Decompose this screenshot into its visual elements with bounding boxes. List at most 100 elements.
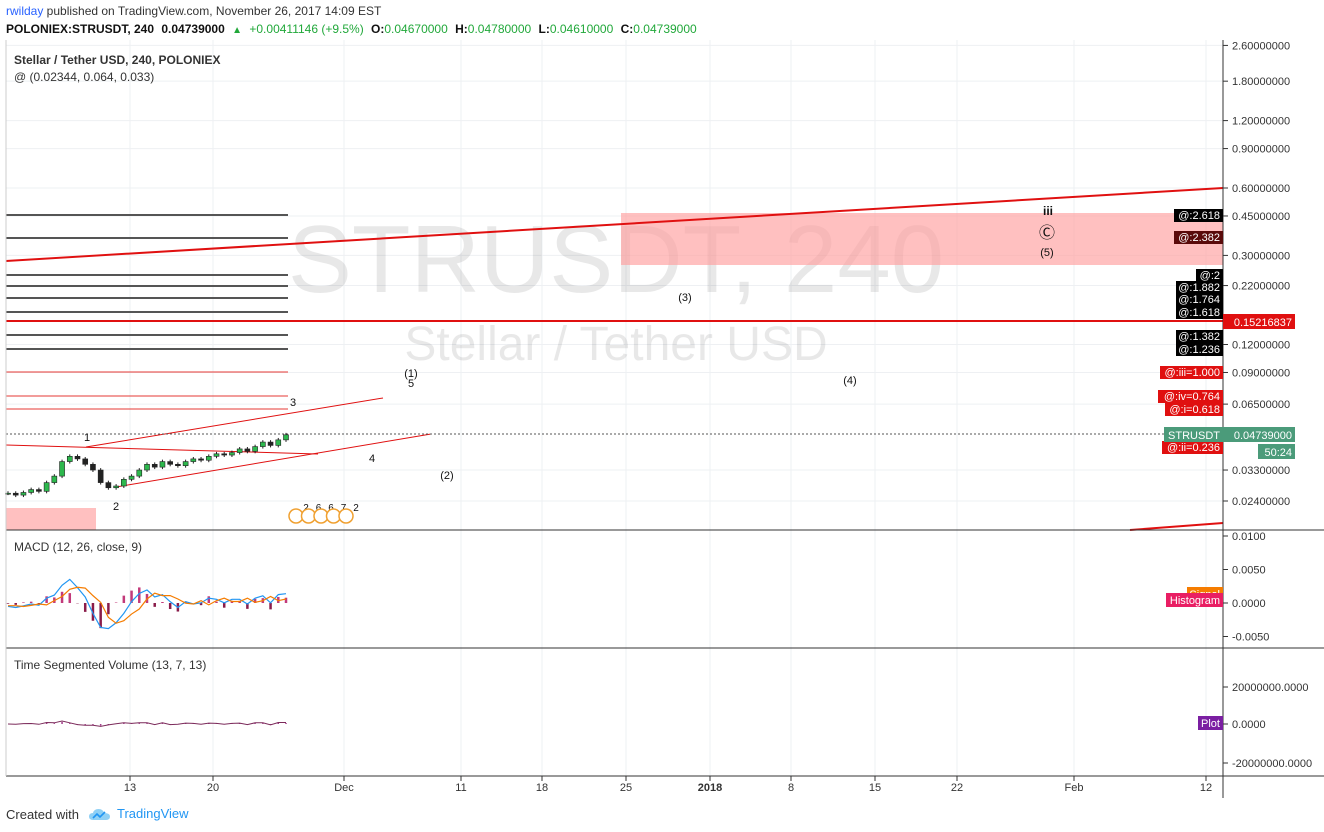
candle[interactable] xyxy=(128,475,135,480)
fib-label-text: @:2.382 xyxy=(1178,232,1220,244)
candle[interactable] xyxy=(36,489,42,492)
fib-label-text: @:ii=0.236 xyxy=(1167,442,1220,454)
fib-label xyxy=(1176,293,1223,306)
red-level-price-tag xyxy=(1223,314,1295,329)
candle[interactable] xyxy=(121,479,127,487)
brand-name: TradingView xyxy=(117,806,189,821)
time-axis[interactable]: 13 20 Dec 11 18 25 2018 8 15 22 Feb 12 xyxy=(124,776,1212,794)
chart-canvas[interactable]: STRUSDT, 240 Stellar / Tether USD 1 2 3 … xyxy=(0,40,1324,798)
fib-label-text: @:1.236 xyxy=(1178,344,1220,356)
price-tick-label: 0.03300000 xyxy=(1232,465,1290,477)
time-tick-label: 25 xyxy=(620,782,632,794)
event-marker[interactable] xyxy=(338,508,354,524)
candle[interactable] xyxy=(267,441,274,446)
wave-label-4: 4 xyxy=(369,453,375,465)
tradingview-brand[interactable]: TradingView xyxy=(88,806,189,821)
candle[interactable] xyxy=(182,461,189,467)
candle[interactable] xyxy=(221,453,228,456)
histogram-tag-text: Histogram xyxy=(1170,595,1220,607)
publish-text: published on TradingView.com, November 2… xyxy=(43,4,382,18)
candle[interactable] xyxy=(144,464,150,471)
tsv-series: 20000000.0000 0.0000 -20000000.0000 xyxy=(7,682,1312,770)
candle[interactable] xyxy=(229,452,235,456)
wave-label-1: 1 xyxy=(84,432,90,444)
countdown-tag xyxy=(1258,444,1295,459)
fib-label xyxy=(1162,441,1223,454)
macd-tick-label: 0.0050 xyxy=(1232,565,1266,577)
fib-label-text: @:i=0.618 xyxy=(1169,404,1220,416)
candle[interactable] xyxy=(190,458,197,462)
wave-label-major-4: (4) xyxy=(843,375,856,387)
time-tick-label: 22 xyxy=(951,782,963,794)
wave-label-major-3: (3) xyxy=(678,292,691,304)
candle[interactable] xyxy=(252,446,258,452)
candle[interactable] xyxy=(12,492,19,496)
candle[interactable] xyxy=(198,458,204,461)
candle[interactable] xyxy=(236,448,243,453)
candle[interactable] xyxy=(43,482,50,492)
candle[interactable] xyxy=(105,482,112,489)
fib-label xyxy=(1176,281,1223,294)
candle[interactable] xyxy=(20,492,27,496)
chart-subtitle: @ (0.02344, 0.064, 0.033) xyxy=(14,70,154,84)
fib-label-text: @:1.382 xyxy=(1178,331,1220,343)
low-label: L: xyxy=(538,22,550,36)
candle[interactable] xyxy=(28,489,34,493)
tsv-line xyxy=(7,720,287,727)
wave-label-5: 5 xyxy=(408,378,414,390)
trend-line-upper[interactable] xyxy=(5,187,1224,262)
candle[interactable] xyxy=(59,461,65,477)
candle[interactable] xyxy=(97,469,104,483)
candle[interactable] xyxy=(167,461,173,465)
plot-tag xyxy=(1198,716,1223,730)
macd-pane[interactable] xyxy=(6,531,1223,648)
target-zone[interactable] xyxy=(621,213,1223,265)
candle[interactable] xyxy=(159,461,166,468)
candle[interactable] xyxy=(244,448,251,452)
created-with-text: Created with xyxy=(6,807,79,822)
axis-labels: @:2.618 @:2.382 @:2@:1.882@:1.764@:1.618 @:… xyxy=(1158,209,1295,730)
candle[interactable] xyxy=(51,475,58,483)
red-fib-levels[interactable] xyxy=(6,371,288,410)
fib-label-text: @:1.764 xyxy=(1178,294,1220,306)
price-axis[interactable]: 2.60000000 1.80000000 1.20000000 0.90000000… xyxy=(1223,40,1290,508)
trend-line-lower[interactable] xyxy=(1129,522,1224,531)
author-link[interactable]: rwilday xyxy=(6,4,44,18)
close-label: C: xyxy=(620,22,634,36)
channel-upper-line[interactable] xyxy=(85,397,384,448)
channel-lower-line[interactable] xyxy=(115,433,432,488)
candles[interactable] xyxy=(5,432,289,498)
candle[interactable] xyxy=(175,464,181,467)
candle[interactable] xyxy=(74,456,81,460)
footer: Created with TradingView xyxy=(0,798,1324,832)
fib-label xyxy=(1174,231,1223,244)
fib-label xyxy=(1196,269,1223,282)
support-line[interactable] xyxy=(5,444,319,455)
tsv-tick-label: 20000000.0000 xyxy=(1232,682,1308,694)
candle[interactable] xyxy=(136,469,143,477)
time-tick-label: 13 xyxy=(124,782,136,794)
fib-label-text: @:2 xyxy=(1200,270,1220,282)
candle[interactable] xyxy=(113,485,119,489)
time-tick-label: 20 xyxy=(207,782,219,794)
fib-label-text: @:iv=0.764 xyxy=(1164,391,1220,403)
candle[interactable] xyxy=(283,434,289,441)
tsv-tick-label: 0.0000 xyxy=(1232,719,1266,731)
candle[interactable] xyxy=(90,464,96,471)
fib-levels[interactable] xyxy=(6,214,288,350)
candle[interactable] xyxy=(205,456,212,461)
candle[interactable] xyxy=(213,453,220,457)
time-tick-label: 15 xyxy=(869,782,881,794)
price-tick-label: 0.30000000 xyxy=(1232,250,1290,262)
bottom-zone[interactable] xyxy=(6,508,96,530)
time-tick-label: Dec xyxy=(334,782,354,794)
candle[interactable] xyxy=(260,441,266,447)
candle[interactable] xyxy=(82,458,89,465)
candle[interactable] xyxy=(275,439,282,446)
symbol-tag-text: STRUSDT xyxy=(1168,430,1220,442)
fib-label-text: @:1.882 xyxy=(1178,282,1220,294)
cloud-icon xyxy=(89,808,110,820)
candle[interactable] xyxy=(151,464,158,468)
candle[interactable] xyxy=(66,456,73,462)
